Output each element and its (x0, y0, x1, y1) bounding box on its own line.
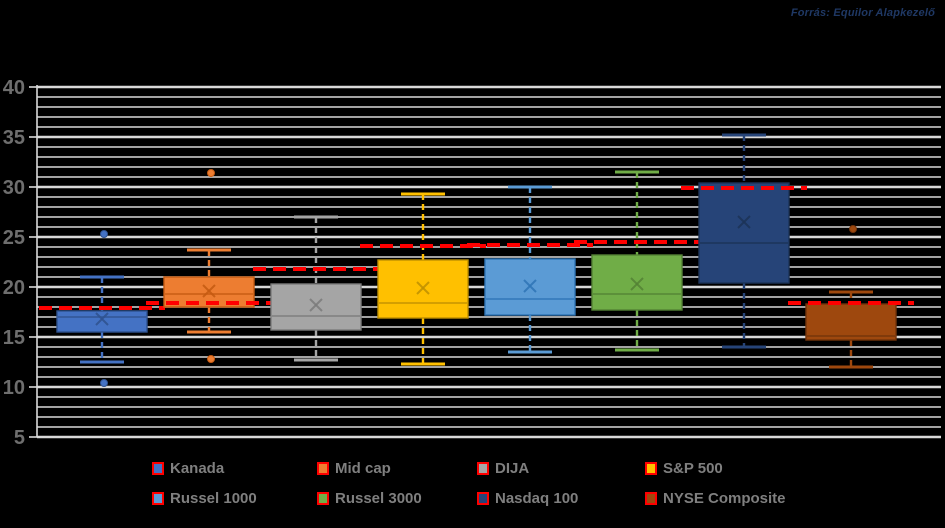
mean-marker (95, 312, 109, 326)
y-axis-tick-label: 30 (3, 177, 25, 199)
box-series-mid-cap (146, 169, 272, 363)
legend-item-russel-3000: Russel 3000 (317, 490, 422, 507)
outlier-point (100, 379, 108, 387)
legend-item-s-p-500: S&P 500 (645, 460, 723, 477)
legend-marker-russel-1000-icon (152, 492, 164, 505)
outlier-point (207, 169, 215, 177)
y-axis-tick-label: 10 (3, 377, 25, 399)
box-series-russel-1000 (467, 185, 593, 354)
gridlines (37, 85, 941, 439)
box (56, 310, 148, 333)
legend-marker-nyse-composite-icon (645, 492, 657, 505)
legend-row-1: Kanada Mid cap DIJA S&P 500 (0, 456, 945, 486)
legend-label: S&P 500 (663, 460, 723, 477)
box-series-nasdaq-100 (681, 133, 807, 349)
mean-marker (202, 284, 216, 298)
y-axis-tick-label: 35 (3, 127, 25, 149)
legend-label: Kanada (170, 460, 225, 477)
legend-item-russel-1000: Russel 1000 (152, 490, 257, 507)
box-series-dija (253, 215, 379, 362)
legend-row-2: Russel 1000 Russel 3000 Nasdaq 100 NYSE Com… (0, 486, 945, 516)
box (698, 182, 790, 284)
legend-marker-s-p-500-icon (645, 462, 657, 475)
legend-item-mid-cap: Mid cap (317, 460, 391, 477)
y-axis-tick-label: 20 (3, 277, 25, 299)
y-axis-tick-label: 40 (3, 77, 25, 99)
mean-marker (416, 281, 430, 295)
box-series-russel-3000 (574, 170, 700, 352)
legend-item-kanada: Kanada (152, 460, 224, 477)
outlier-point (100, 230, 108, 238)
y-axis-tick-label: 5 (14, 427, 25, 449)
box (805, 303, 897, 341)
box (591, 254, 683, 311)
legend-marker-kanada-icon (152, 462, 164, 475)
legend-label: Russel 3000 (335, 490, 422, 507)
box-series-kanada (39, 230, 165, 387)
box-series-s-p-500 (360, 192, 486, 366)
y-axis: 5 10 15 20 25 30 35 40 (3, 77, 38, 449)
mean-marker (737, 215, 751, 229)
mean-marker (523, 279, 537, 293)
legend-item-nyse-composite: NYSE Composite (645, 490, 786, 507)
legend-marker-nasdaq-100-icon (477, 492, 489, 505)
outlier-point (849, 225, 857, 233)
legend-marker-dija-icon (477, 462, 489, 475)
legend-item-dija: DIJA (477, 460, 529, 477)
legend-label: Nasdaq 100 (495, 490, 579, 507)
box (270, 283, 362, 331)
legend-item-nasdaq-100: Nasdaq 100 (477, 490, 578, 507)
legend-marker-russel-3000-icon (317, 492, 329, 505)
mean-marker (309, 298, 323, 312)
mean-marker (630, 277, 644, 291)
legend-marker-mid-cap-icon (317, 462, 329, 475)
legend-label: NYSE Composite (663, 490, 786, 507)
legend-label: DIJA (495, 460, 530, 477)
legend-label: Mid cap (335, 460, 391, 477)
source-note: Forrás: Equilor Alapkezelő (790, 7, 935, 19)
outlier-point (207, 355, 215, 363)
y-axis-tick-label: 15 (3, 327, 25, 349)
legend: Kanada Mid cap DIJA S&P 500 Russel 1000 Russe… (0, 456, 945, 522)
y-axis-tick-label: 25 (3, 227, 25, 249)
legend-label: Russel 1000 (170, 490, 257, 507)
box-series-nyse-composite (788, 225, 914, 369)
